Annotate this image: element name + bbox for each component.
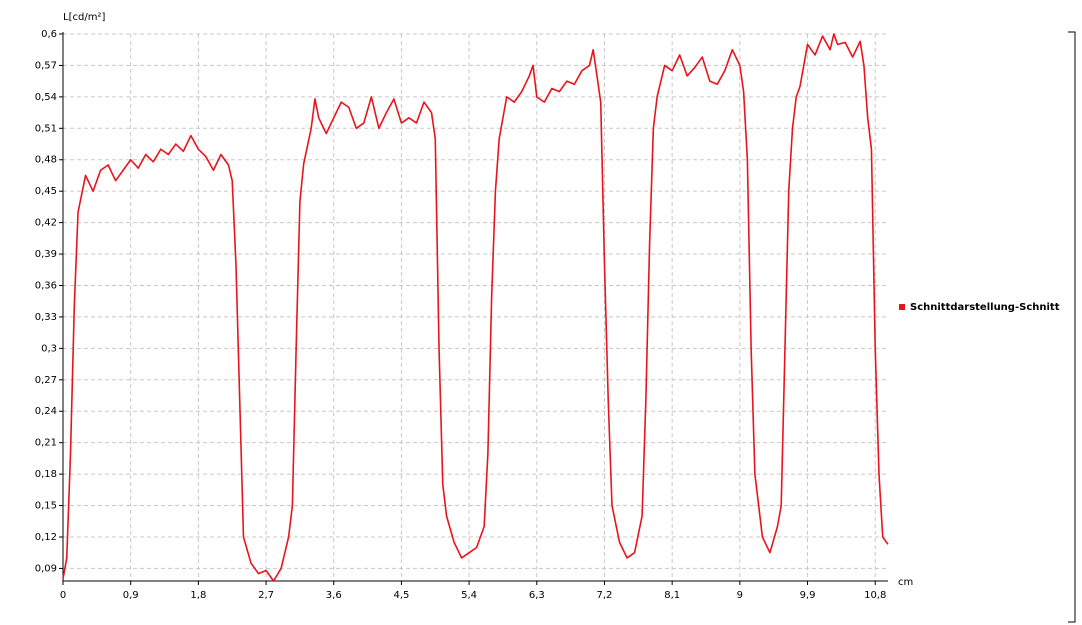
y-tick-label: 0,33 (35, 312, 57, 323)
y-tick-label: 0,6 (41, 29, 57, 40)
y-tick-label: 0,27 (35, 375, 57, 386)
x-tick-label: 9 (737, 590, 743, 601)
x-tick-label: 8,1 (664, 590, 680, 601)
data-line (62, 33, 889, 582)
x-tick-label: 0,9 (123, 590, 139, 601)
y-tick-label: 0,21 (35, 438, 57, 449)
x-axis-label: cm (898, 577, 913, 588)
x-tick-label: 2,7 (258, 590, 274, 601)
y-tick-label: 0,39 (35, 249, 57, 260)
y-tick-label: 0,12 (35, 532, 57, 543)
y-tick-label: 0,48 (35, 155, 57, 166)
x-tick-label: 0 (60, 590, 66, 601)
y-tick-label: 0,57 (35, 60, 57, 71)
y-tick-label: 0,51 (35, 123, 57, 134)
y-tick-label: 0,18 (35, 469, 57, 480)
y-tick-label: 0,45 (35, 186, 57, 197)
x-tick-label: 3,6 (326, 590, 342, 601)
y-axis-label: L[cd/m²] (63, 12, 105, 23)
x-tick-label: 7,2 (597, 590, 613, 601)
x-tick-label: 1,8 (190, 590, 206, 601)
y-tick-label: 0,15 (35, 501, 57, 512)
x-tick-label: 6,3 (529, 590, 545, 601)
x-tick-label: 9,9 (800, 590, 816, 601)
legend-label: Schnittdarstellung-Schnitt (910, 302, 1060, 313)
y-tick-label: 0,36 (35, 280, 57, 291)
y-tick-label: 0,24 (35, 406, 57, 417)
y-tick-label: 0,42 (35, 218, 57, 229)
y-tick-label: 0,09 (35, 563, 57, 574)
x-tick-label: 5,4 (461, 590, 477, 601)
x-tick-label: 4,5 (393, 590, 409, 601)
legend-swatch (899, 304, 905, 310)
frame-bracket (1068, 31, 1076, 623)
y-tick-label: 0,3 (41, 343, 57, 354)
y-tick-label: 0,54 (35, 92, 57, 103)
x-tick-label: 10,8 (864, 590, 886, 601)
